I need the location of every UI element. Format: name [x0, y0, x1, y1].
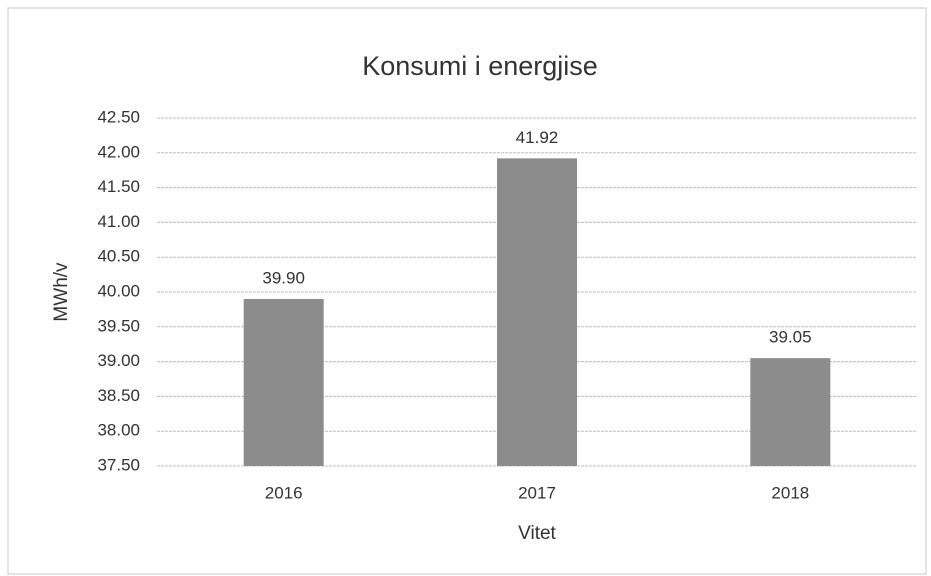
y-tick-label: 39.50 [97, 316, 140, 335]
data-label: 41.92 [516, 128, 559, 147]
y-tick-label: 39.00 [97, 351, 140, 370]
y-axis-label: MWh/v [51, 262, 72, 322]
y-tick-label: 38.00 [97, 421, 140, 440]
x-tick-label: 2018 [771, 483, 809, 502]
chart-title: Konsumi i energjise [362, 51, 598, 81]
x-axis-label: Vitet [518, 523, 556, 544]
bar [750, 358, 831, 466]
y-tick-label: 40.50 [97, 247, 140, 266]
y-tick-label: 38.50 [97, 386, 140, 405]
y-tick-label: 37.50 [97, 455, 140, 474]
data-label: 39.05 [769, 328, 812, 347]
y-tick-label: 41.00 [97, 212, 140, 231]
x-tick-label: 2017 [518, 483, 556, 502]
bar [243, 298, 324, 466]
bar [497, 158, 577, 467]
chart-frame [7, 7, 927, 575]
data-label: 39.90 [262, 268, 305, 287]
y-tick-label: 40.00 [97, 281, 140, 300]
y-tick-label: 41.50 [97, 177, 140, 196]
x-tick-label: 2016 [265, 483, 303, 502]
y-tick-label: 42.50 [97, 107, 140, 126]
y-tick-label: 42.00 [97, 142, 140, 161]
